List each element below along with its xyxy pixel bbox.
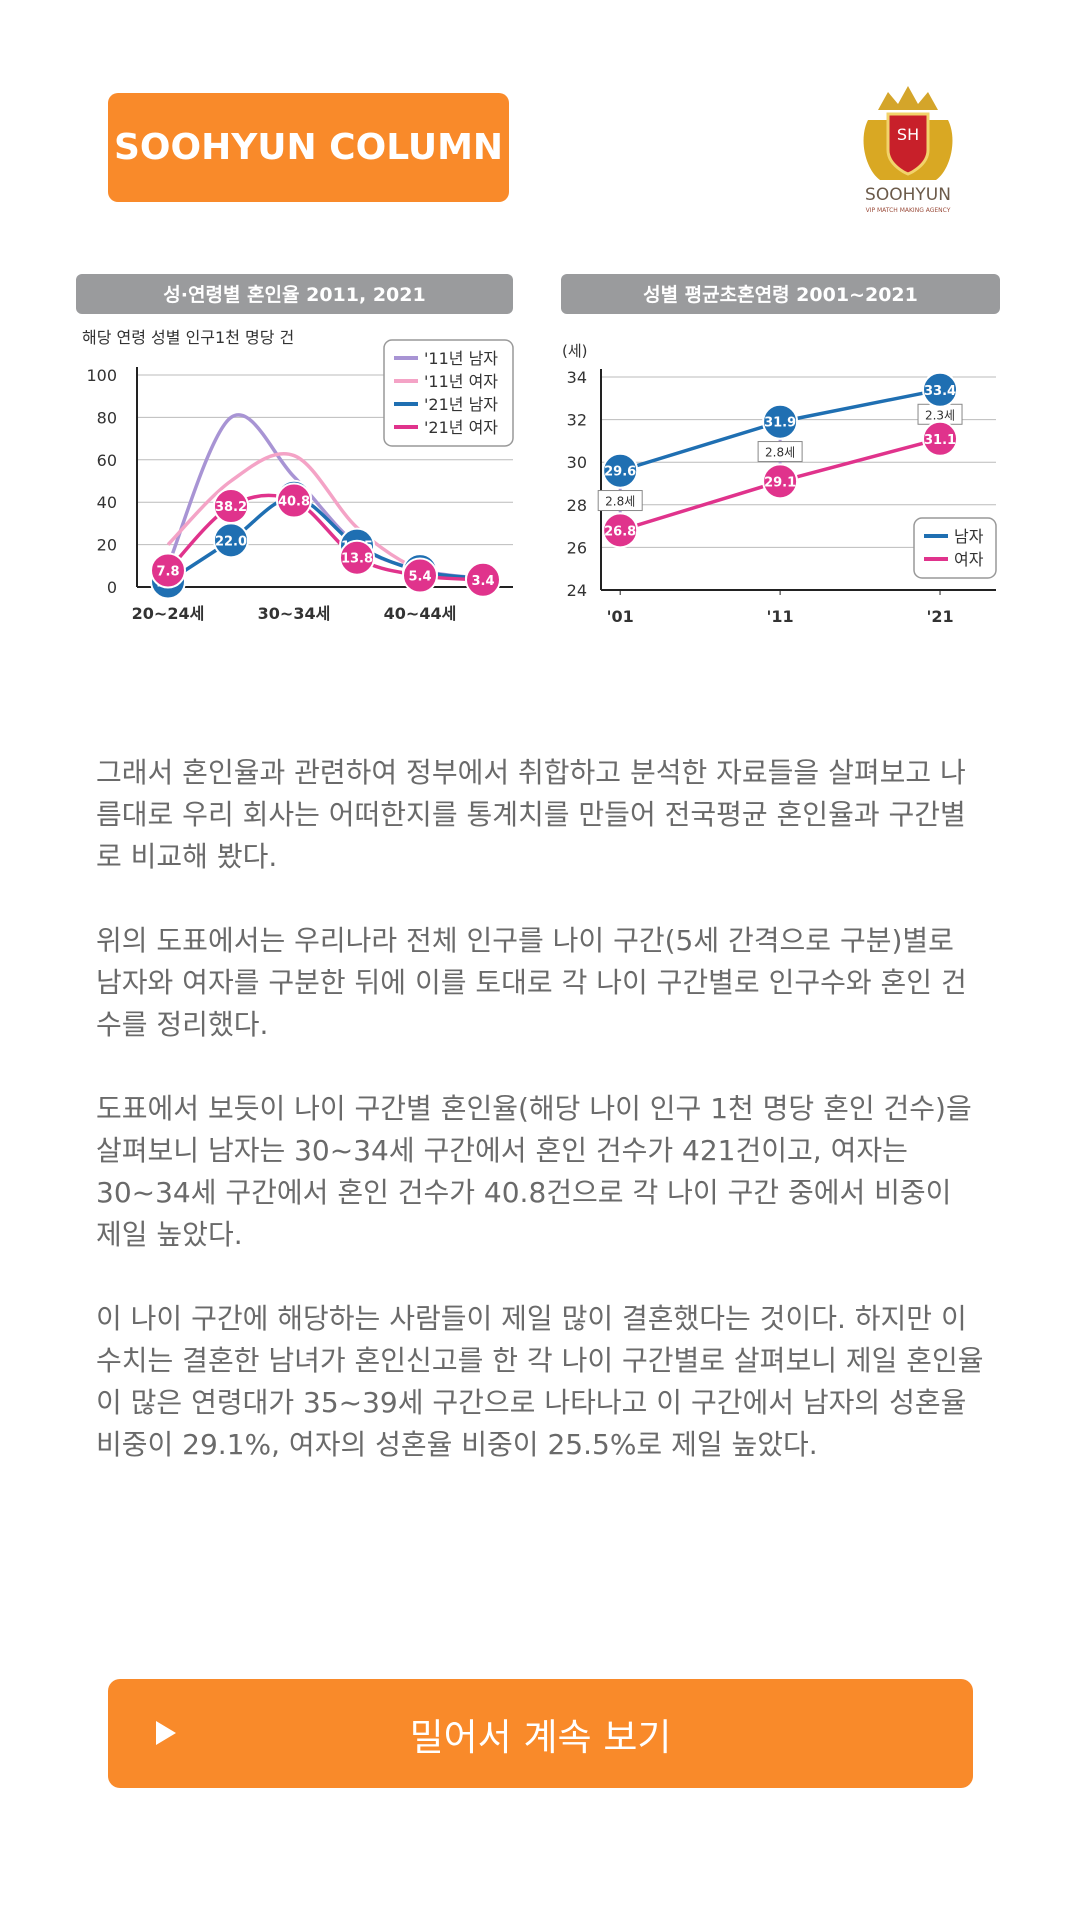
continue-button[interactable]: 밀어서 계속 보기: [108, 1679, 973, 1788]
x-tick-label: 30~34세: [258, 604, 331, 623]
x-tick-label: '11: [767, 607, 794, 626]
x-tick-label: '01: [607, 607, 634, 626]
legend-label: 여자: [954, 550, 984, 569]
data-label: 33.4: [924, 384, 956, 399]
legend-label: 남자: [954, 527, 984, 546]
y-tick-label: 100: [86, 366, 117, 385]
y-tick-label: 40: [97, 493, 117, 512]
data-label: 7.8: [156, 564, 179, 579]
y-tick-label: 60: [97, 451, 117, 470]
y-tick-label: 80: [97, 408, 117, 427]
logo-tagline: VIP MATCH MAKING AGENCY: [866, 207, 951, 214]
data-point: [922, 371, 959, 408]
data-label: 31.1: [924, 433, 956, 448]
paragraph: 그래서 혼인율과 관련하여 정부에서 취합하고 분석한 자료들을 살펴보고 나름…: [96, 756, 966, 873]
charts: SH SOOHYUN VIP MATCH MAKING AGENCY 성·연령별…: [76, 86, 1000, 626]
data-label: 26.8: [604, 524, 636, 539]
y-tick-label: 20: [97, 536, 117, 555]
data-point: [150, 552, 186, 589]
legend-label: '11년 남자: [424, 349, 498, 368]
logo: SH SOOHYUN VIP MATCH MAKING AGENCY: [863, 86, 953, 214]
data-point: [762, 463, 799, 500]
legend-label: '11년 여자: [424, 372, 498, 391]
gap-box: [597, 490, 643, 512]
logo-crown: [878, 86, 938, 110]
data-label: 13.8: [341, 552, 373, 567]
legend-label: '21년 남자: [424, 395, 498, 414]
data-label: 29.6: [604, 465, 636, 480]
logo-shield: [886, 112, 930, 176]
data-point: [213, 488, 249, 525]
chart-title: 성별 평균초혼연령 2001~2021: [643, 283, 918, 306]
x-tick-label: 40~44세: [384, 604, 457, 623]
x-tick-label: '21: [926, 607, 953, 626]
data-point: [276, 482, 312, 519]
logo-monogram: SH: [897, 125, 919, 144]
data-point: [339, 539, 375, 576]
data-point: [402, 557, 438, 594]
chart-title-bar: [561, 274, 1000, 314]
article: 그래서 혼인율과 관련하여 정부에서 취합하고 분석한 자료들을 살펴보고 나름…: [96, 752, 986, 1508]
data-label: 22.0: [215, 534, 247, 549]
gap-label: 2.8세: [765, 446, 795, 460]
paragraph: 도표에서 보듯이 나이 구간별 혼인율(해당 나이 인구 1천 명당 혼인 건수…: [96, 1092, 972, 1251]
y-tick-label: 24: [567, 581, 587, 600]
paragraph: 이 나이 구간에 해당하는 사람들이 제일 많이 결혼했다는 것이다. 하지만 …: [96, 1302, 984, 1461]
y-tick-label: 34: [567, 368, 587, 387]
y-tick-label: 30: [567, 453, 587, 472]
data-label: 3.4: [471, 574, 494, 589]
data-label: 40.8: [278, 495, 310, 510]
data-label: 29.1: [764, 475, 796, 490]
logo-name: SOOHYUN: [865, 185, 951, 205]
gap-label: 2.3세: [925, 408, 955, 422]
y-tick-label: 26: [567, 538, 587, 557]
chart-title-bar: [76, 274, 513, 314]
data-point: [922, 420, 959, 457]
x-tick-label: 20~24세: [132, 604, 205, 623]
y-unit: (세): [562, 342, 588, 360]
data-label: 38.2: [215, 500, 247, 515]
data-label: 31.9: [764, 416, 796, 431]
legend-box: [913, 517, 997, 579]
legend-label: '21년 여자: [424, 418, 498, 437]
chart-subtitle: 해당 연령 성별 인구1천 명당 건: [82, 328, 294, 347]
play-icon: [156, 1721, 176, 1745]
data-point: [465, 561, 501, 598]
data-point: [602, 452, 639, 489]
data-label: 5.4: [408, 570, 431, 585]
button-label: 밀어서 계속 보기: [409, 1715, 672, 1759]
data-point: [762, 403, 799, 440]
column-badge: SOOHYUN COLUMN: [108, 93, 509, 202]
y-tick-label: 28: [567, 496, 587, 515]
gap-label: 2.8세: [605, 495, 635, 509]
gap-box: [757, 441, 803, 463]
y-tick-label: 32: [567, 411, 587, 430]
legend-box: [383, 339, 514, 447]
paragraph: 위의 도표에서는 우리나라 전체 인구를 나이 구간(5세 간격으로 구분)별로…: [96, 924, 967, 1041]
data-point: [602, 512, 639, 549]
chart-title: 성·연령별 혼인율 2011, 2021: [163, 283, 425, 306]
y-tick-label: 0: [107, 578, 117, 597]
